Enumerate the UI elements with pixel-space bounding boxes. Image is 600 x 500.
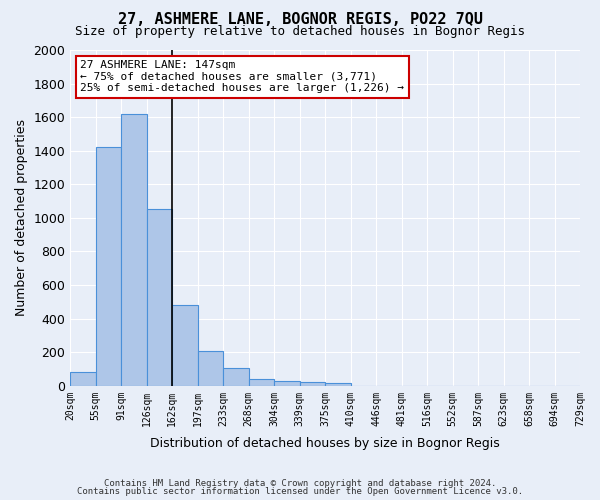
Bar [121, 114, 147, 386]
Text: Size of property relative to detached houses in Bognor Regis: Size of property relative to detached ho… [75, 25, 525, 38]
Bar [96, 148, 121, 386]
Text: Contains public sector information licensed under the Open Government Licence v3: Contains public sector information licen… [77, 487, 523, 496]
Text: 27, ASHMERE LANE, BOGNOR REGIS, PO22 7QU: 27, ASHMERE LANE, BOGNOR REGIS, PO22 7QU [118, 12, 482, 28]
Bar [198, 352, 223, 386]
Bar [325, 383, 350, 386]
Bar [248, 379, 274, 386]
Bar [274, 380, 299, 386]
Text: Contains HM Land Registry data © Crown copyright and database right 2024.: Contains HM Land Registry data © Crown c… [104, 478, 496, 488]
Text: 27 ASHMERE LANE: 147sqm
← 75% of detached houses are smaller (3,771)
25% of semi: 27 ASHMERE LANE: 147sqm ← 75% of detache… [80, 60, 404, 94]
Bar [223, 368, 248, 386]
Bar [172, 305, 198, 386]
Y-axis label: Number of detached properties: Number of detached properties [15, 120, 28, 316]
Bar [70, 372, 96, 386]
X-axis label: Distribution of detached houses by size in Bognor Regis: Distribution of detached houses by size … [150, 437, 500, 450]
Bar [147, 210, 172, 386]
Bar [299, 382, 325, 386]
